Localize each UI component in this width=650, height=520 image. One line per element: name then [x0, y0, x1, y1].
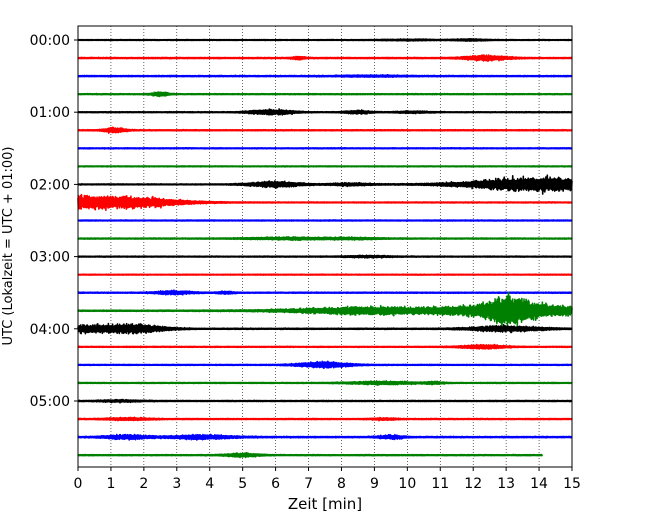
x-tick-label: 10 [398, 476, 416, 492]
seismic-trace [77, 174, 573, 195]
seismic-trace [77, 289, 573, 296]
seismic-trace [77, 219, 573, 222]
x-tick-label: 0 [74, 476, 83, 492]
x-tick-label: 6 [271, 476, 280, 492]
y-tick-label: 04:00 [30, 322, 70, 338]
seismic-trace [77, 108, 573, 116]
seismic-trace [77, 451, 544, 459]
seismic-trace [77, 254, 573, 259]
seismic-trace [77, 433, 573, 441]
seismic-trace [77, 146, 573, 150]
seismic-trace [77, 235, 573, 242]
seismic-trace [77, 37, 573, 42]
seismic-trace [77, 165, 573, 168]
x-tick-label: 13 [497, 476, 515, 492]
seismic-trace [77, 291, 573, 329]
x-axis-title: Zeit [min] [288, 495, 362, 513]
seismic-trace [77, 126, 573, 134]
plot-frame [77, 25, 573, 468]
x-tick-label: 7 [304, 476, 313, 492]
y-axis-title: UTC (Lokalzeit = UTC + 01:00) [1, 147, 16, 346]
x-tick-label: 14 [530, 476, 548, 492]
seismic-trace [77, 343, 573, 350]
y-tick-label: 05:00 [30, 394, 70, 410]
seismic-traces [77, 37, 573, 459]
seismic-trace [77, 193, 573, 212]
x-tick-label: 15 [563, 476, 581, 492]
x-tick-label: 1 [106, 476, 115, 492]
x-tick-label: 2 [139, 476, 148, 492]
x-tick-label: 3 [172, 476, 181, 492]
seismic-trace [77, 54, 573, 62]
x-tick-label: 8 [337, 476, 346, 492]
seismic-trace [77, 380, 573, 386]
x-tick-label: 9 [370, 476, 379, 492]
y-tick-label: 00:00 [30, 33, 70, 49]
y-tick-label: 01:00 [30, 105, 70, 121]
x-axis-ticks: 0 1 2 3 4 5 6 7 8 9 10 11 12 13 14 15 [74, 467, 581, 492]
seismic-trace [77, 398, 573, 404]
seismic-trace [77, 73, 573, 79]
seismic-trace [77, 91, 573, 98]
x-tick-label: 12 [464, 476, 482, 492]
seismic-trace [77, 416, 573, 422]
seismic-trace [77, 360, 573, 370]
x-tick-label: 4 [205, 476, 214, 492]
y-axis-ticks: 00:00 01:00 02:00 03:00 04:00 05:00 [30, 33, 78, 410]
x-tick-label: 5 [238, 476, 247, 492]
x-tick-label: 11 [431, 476, 449, 492]
seismic-trace [77, 273, 573, 276]
y-tick-label: 02:00 [30, 177, 70, 193]
y-tick-label: 03:00 [30, 250, 70, 266]
seismic-trace [77, 322, 573, 335]
